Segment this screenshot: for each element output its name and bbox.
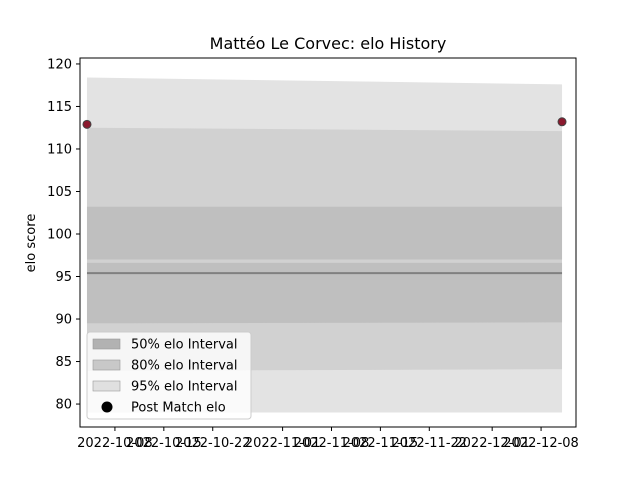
y-tick-label: 105 — [47, 185, 72, 200]
x-tick-label: 2022-10-22 — [175, 436, 251, 451]
y-tick-label: 85 — [55, 355, 72, 370]
legend-label: 50% elo Interval — [131, 338, 238, 353]
legend: 50% elo Interval 80% elo Interval 95% elo … — [86, 331, 252, 420]
y-tick-label: 90 — [55, 313, 72, 328]
y-tick-label: 110 — [47, 142, 72, 157]
legend-swatch — [92, 359, 121, 371]
post-match-point — [557, 117, 567, 127]
legend-swatch — [92, 338, 121, 350]
y-axis-label: elo score — [24, 214, 39, 273]
legend-label: 80% elo Interval — [131, 359, 238, 374]
x-axis: 2022-10-082022-10-152022-10-222022-11-01… — [77, 427, 579, 451]
x-tick-label: 2022-11-22 — [392, 436, 468, 451]
y-axis: 80 85 90 95 100 105 110 115 120 — [47, 57, 80, 413]
x-tick-label: 2022-11-15 — [343, 436, 419, 451]
x-tick-label: 2022-10-08 — [77, 436, 153, 451]
x-tick-label: 2022-12-08 — [503, 436, 579, 451]
post-match-point — [82, 119, 92, 129]
post-match-points — [82, 117, 567, 129]
legend-swatch — [92, 380, 121, 392]
y-tick-label: 95 — [55, 270, 72, 285]
y-tick-label: 100 — [47, 227, 72, 242]
band-2 — [86, 262, 563, 324]
legend-label: 95% elo Interval — [131, 380, 238, 395]
legend-label: Post Match elo — [131, 401, 226, 416]
y-tick-label: 120 — [47, 57, 72, 72]
band-3 — [86, 206, 563, 260]
y-tick-label: 115 — [47, 100, 72, 115]
x-tick-label: 2022-12-01 — [454, 436, 530, 451]
x-tick-label: 2022-11-08 — [294, 436, 370, 451]
interval-bands — [86, 77, 563, 413]
x-tick-label: 2022-10-15 — [126, 436, 202, 451]
y-tick-label: 80 — [55, 398, 72, 413]
plot-frame — [79, 57, 577, 428]
legend-marker — [101, 401, 113, 413]
legend-box — [86, 331, 252, 420]
chart-title: Mattéo Le Corvec: elo History — [210, 34, 447, 53]
x-tick-label: 2022-11-01 — [245, 436, 321, 451]
